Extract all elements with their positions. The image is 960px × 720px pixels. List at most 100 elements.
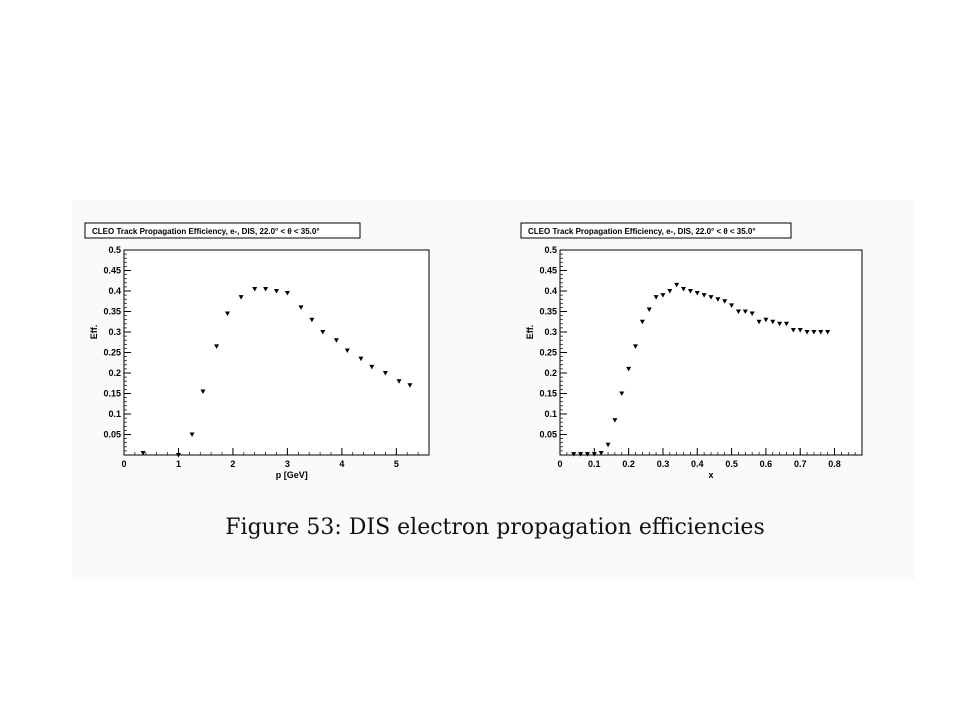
x-tick-label: 3: [285, 459, 290, 469]
y-tick-label: 0.35: [103, 307, 121, 317]
figure-caption: Figure 53: DIS electron propagation effi…: [225, 515, 765, 540]
data-point: [674, 282, 680, 288]
data-point: [777, 321, 783, 327]
data-point: [214, 344, 220, 349]
y-tick-label: 0.05: [103, 430, 121, 440]
data-point: [252, 286, 258, 292]
data-point: [653, 295, 659, 300]
data-point: [722, 299, 728, 304]
data-point: [742, 309, 748, 314]
y-tick-label: 0.45: [103, 266, 121, 276]
y-tick-label: 0.25: [539, 348, 557, 358]
plot-frame: [123, 249, 430, 456]
y-tick-label: 0.3: [108, 327, 121, 337]
y-tick-label: 0.35: [539, 307, 557, 317]
data-point: [729, 303, 735, 308]
data-point: [224, 311, 230, 317]
chart-title: CLEO Track Propagation Efficiency, e-, D…: [528, 227, 756, 236]
plot-momentum: CLEO Track Propagation Efficiency, e-, D…: [84, 222, 430, 480]
data-point: [735, 309, 741, 314]
data-point: [660, 293, 666, 298]
data-point: [784, 321, 789, 327]
data-point: [818, 330, 824, 335]
x-tick-label: 0.3: [657, 459, 670, 469]
y-tick-label: 0.4: [108, 286, 121, 296]
data-point: [369, 364, 375, 370]
data-point: [175, 453, 181, 458]
x-tick-label: 5: [394, 459, 399, 469]
data-point: [298, 305, 304, 310]
data-point: [639, 319, 645, 325]
x-tick-label: 2: [230, 459, 235, 469]
data-point: [619, 391, 625, 396]
data-point: [284, 291, 290, 296]
data-point: [605, 442, 611, 448]
data-point: [309, 317, 315, 323]
data-point: [358, 356, 364, 362]
y-tick-label: 0.1: [544, 409, 557, 419]
y-tick-label: 0.2: [544, 368, 557, 378]
data-point: [571, 452, 577, 457]
data-point: [407, 383, 413, 388]
x-tick-label: 0: [557, 459, 562, 469]
y-tick-label: 0.5: [544, 245, 557, 255]
y-tick-label: 0.05: [539, 430, 557, 440]
data-point: [396, 379, 402, 384]
data-point: [140, 450, 146, 456]
y-tick-label: 0.15: [539, 389, 557, 399]
x-tick-label: 0.6: [760, 459, 773, 469]
chart-title: CLEO Track Propagation Efficiency, e-, D…: [92, 227, 320, 236]
x-tick-label: 1: [176, 459, 181, 469]
data-point: [274, 289, 279, 294]
x-tick-label: 0.8: [828, 459, 841, 469]
y-tick-label: 0.1: [108, 409, 121, 419]
y-axis-title: Eff.: [525, 325, 535, 340]
data-point: [687, 289, 693, 294]
y-tick-label: 0.5: [108, 245, 121, 255]
x-tick-label: 0: [121, 459, 126, 469]
data-point: [612, 418, 618, 423]
data-point: [804, 330, 810, 335]
data-point: [578, 452, 584, 457]
data-point: [320, 330, 326, 335]
x-tick-label: 0.7: [794, 459, 807, 469]
x-axis-title: p [GeV]: [276, 470, 308, 480]
y-tick-label: 0.15: [103, 389, 121, 399]
y-tick-label: 0.45: [539, 266, 557, 276]
data-point: [825, 330, 831, 335]
data-point: [333, 338, 339, 343]
y-tick-label: 0.2: [108, 368, 121, 378]
data-point: [584, 452, 590, 457]
data-point: [189, 432, 195, 437]
data-point: [694, 291, 700, 296]
data-point: [763, 317, 769, 323]
y-axis-title: Eff.: [89, 325, 99, 340]
data-point: [790, 327, 796, 333]
data-point: [633, 344, 638, 349]
x-tick-label: 0.5: [725, 459, 738, 469]
data-point: [591, 452, 597, 457]
data-point: [646, 307, 652, 312]
data-point: [238, 295, 244, 300]
data-point: [811, 330, 817, 335]
stat-box: [520, 222, 792, 239]
data-point: [797, 327, 803, 333]
data-point: [681, 286, 687, 292]
data-point: [756, 319, 762, 325]
data-point: [598, 450, 604, 456]
y-tick-label: 0.4: [544, 286, 557, 296]
y-tick-label: 0.25: [103, 348, 121, 358]
data-point: [701, 293, 707, 298]
stat-box: [84, 222, 361, 239]
data-point: [770, 319, 776, 325]
data-point: [749, 311, 755, 317]
y-tick-label: 0.3: [544, 327, 557, 337]
data-point: [344, 348, 350, 353]
data-point: [715, 297, 721, 302]
plot-bjorken-x: CLEO Track Propagation Efficiency, e-, D…: [520, 222, 863, 480]
data-point: [200, 389, 206, 394]
x-axis-title: x: [708, 470, 713, 480]
plot-frame: [559, 249, 863, 456]
data-point: [263, 286, 269, 292]
x-tick-label: 4: [339, 459, 344, 469]
